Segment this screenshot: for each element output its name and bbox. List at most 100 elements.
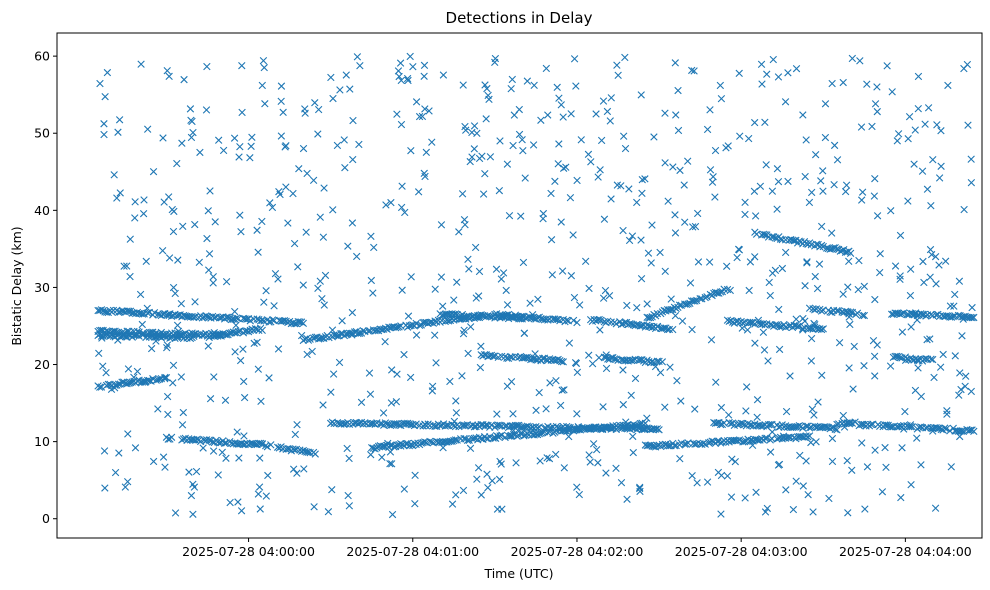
clutter-point: [316, 213, 324, 221]
clutter-point: [566, 193, 575, 202]
track-point: [123, 307, 131, 315]
clutter-point: [751, 212, 760, 220]
clutter-point: [547, 189, 555, 198]
track-point: [833, 426, 841, 434]
clutter-point: [779, 432, 788, 440]
clutter-point: [957, 385, 965, 394]
clutter-point: [246, 154, 254, 162]
clutter-point: [858, 188, 867, 196]
clutter-point: [766, 291, 774, 300]
clutter-point: [553, 83, 561, 92]
clutter-point: [418, 112, 427, 121]
clutter-point: [543, 454, 551, 462]
clutter-point: [929, 427, 937, 435]
track-point: [162, 373, 171, 382]
clutter-point: [171, 289, 179, 298]
track-point: [256, 317, 265, 325]
x-tick-label: 2025-07-28 04:03:00: [675, 544, 808, 559]
clutter-point: [650, 133, 658, 141]
clutter-point: [581, 257, 590, 266]
clutter-point: [768, 428, 776, 436]
clutter-point: [421, 172, 429, 181]
clutter-point: [169, 361, 178, 369]
clutter-point: [910, 160, 918, 168]
clutter-point: [475, 154, 484, 163]
clutter-point: [211, 218, 219, 226]
clutter-point: [641, 175, 649, 183]
clutter-point: [294, 263, 302, 271]
clutter-point: [387, 399, 396, 407]
clutter-point: [240, 432, 248, 440]
clutter-point: [554, 160, 562, 168]
clutter-point: [921, 120, 929, 128]
clutter-point: [844, 283, 852, 291]
clutter-point: [143, 125, 152, 133]
clutter-point: [839, 78, 847, 87]
clutter-point: [395, 72, 403, 81]
clutter-point: [387, 460, 396, 468]
clutter-point: [238, 108, 246, 117]
clutter-point: [622, 418, 630, 426]
clutter-point: [174, 327, 183, 335]
clutter-point: [471, 243, 480, 252]
track-point: [557, 357, 566, 366]
clutter-point: [483, 470, 491, 478]
track-point: [899, 309, 908, 317]
clutter-point: [446, 377, 454, 386]
track-point: [263, 443, 272, 451]
clutter-point: [158, 246, 167, 255]
clutter-point: [773, 205, 781, 213]
clutter-point: [680, 181, 688, 189]
clutter-point: [748, 441, 757, 449]
clutter-point: [619, 366, 627, 374]
clutter-point: [192, 467, 201, 476]
clutter-point: [870, 352, 879, 361]
clutter-point: [711, 193, 719, 201]
clutter-point: [643, 300, 651, 308]
clutter-point: [809, 508, 817, 516]
clutter-point: [159, 134, 167, 142]
clutter-point: [661, 267, 669, 276]
clutter-point: [901, 356, 910, 365]
clutter-point: [808, 188, 816, 197]
clutter-point: [235, 454, 243, 462]
y-tick-label: 60: [34, 49, 50, 64]
clutter-point: [512, 459, 520, 467]
clutter-point: [958, 332, 966, 340]
clutter-point: [613, 61, 621, 69]
clutter-point: [488, 477, 496, 485]
clutter-point: [589, 440, 598, 448]
clutter-point: [601, 286, 610, 295]
clutter-point: [509, 410, 517, 418]
clutter-point: [378, 453, 386, 462]
clutter-point: [544, 111, 552, 119]
clutter-point: [384, 439, 392, 448]
clutter-point: [802, 136, 810, 144]
clutter-point: [751, 253, 759, 261]
clutter-point: [955, 277, 964, 285]
track-point: [291, 319, 299, 328]
clutter-point: [327, 388, 335, 396]
clutter-point: [126, 272, 134, 281]
clutter-point: [189, 510, 197, 518]
y-tick-label: 20: [34, 357, 50, 372]
clutter-point: [479, 190, 488, 198]
clutter-point: [573, 368, 582, 377]
clutter-point: [367, 232, 375, 241]
track-point: [576, 426, 585, 434]
clutter-point: [343, 329, 351, 337]
clutter-point: [537, 116, 545, 124]
clutter-point: [120, 262, 128, 270]
clutter-point: [676, 455, 684, 463]
clutter-point: [555, 94, 563, 102]
track-point: [109, 306, 118, 315]
clutter-point: [477, 491, 485, 499]
clutter-point: [458, 372, 466, 380]
clutter-point: [111, 468, 120, 477]
track-point: [761, 230, 769, 239]
clutter-point: [760, 346, 769, 354]
clutter-point: [303, 169, 311, 178]
clutter-point: [299, 281, 307, 289]
clutter-point: [671, 59, 679, 67]
clutter-point: [716, 81, 725, 90]
